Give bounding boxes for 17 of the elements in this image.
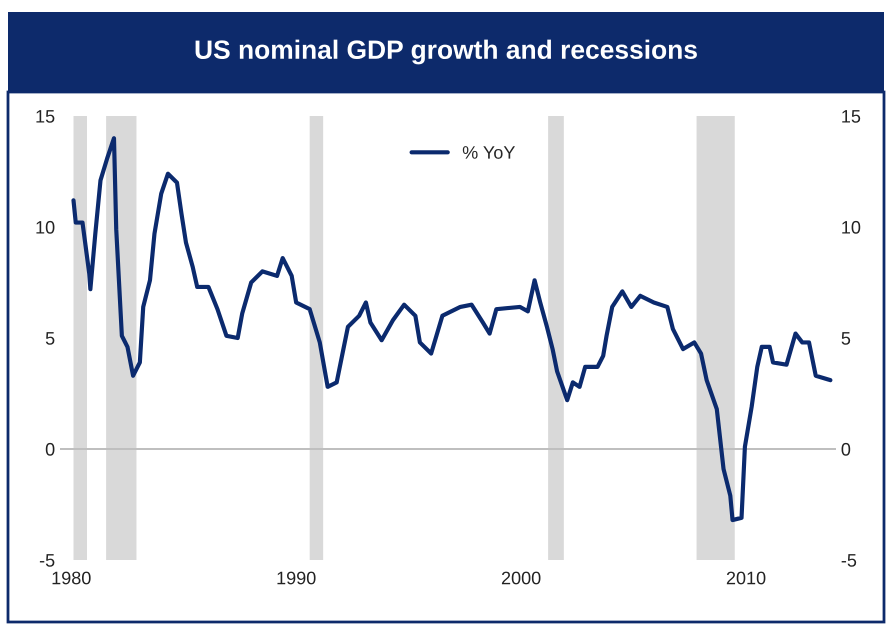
x-tick-label: 2010: [726, 572, 766, 584]
line-series: [71, 136, 832, 522]
y-tick-label: 0: [46, 442, 54, 456]
x-tick-label: 1990: [277, 572, 316, 584]
y2-tick-label: 10: [842, 220, 860, 234]
y-tick-label: 15: [36, 110, 54, 123]
y-tick-label: -5: [40, 554, 54, 567]
legend-label: % YoY: [462, 146, 516, 159]
x-tick-label: 2000: [502, 572, 540, 584]
y2-tick-label: 15: [842, 110, 860, 123]
y2-tick-label: -5: [842, 554, 856, 567]
y2-tick-label: 0: [842, 442, 850, 456]
x-tick-label: 1980: [52, 572, 91, 584]
chart-title: US nominal GDP growth and recessions: [196, 40, 697, 64]
y-tick-label: 5: [46, 332, 54, 345]
y-tick-label: 10: [36, 220, 54, 234]
y2-tick-label: 5: [842, 332, 850, 345]
